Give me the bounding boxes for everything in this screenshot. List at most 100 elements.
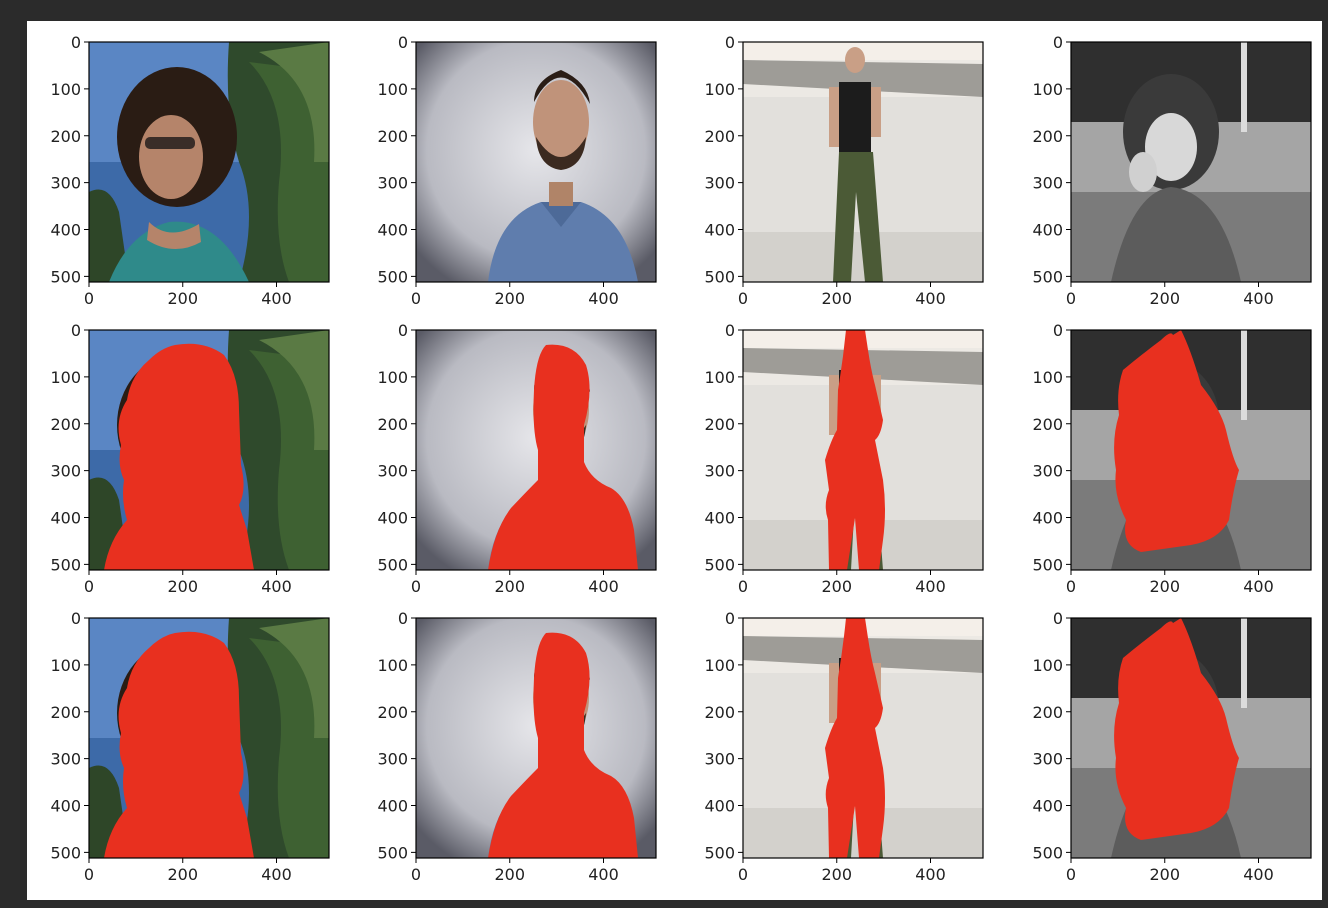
y-tick-label: 300 [50, 750, 81, 769]
x-tick-label: 200 [821, 577, 852, 596]
axes-frame [88, 617, 330, 859]
x-tick-label: 200 [821, 865, 852, 884]
y-tick-label: 0 [71, 609, 81, 628]
y-tick-label: 500 [50, 267, 81, 286]
y-tick-label: 500 [704, 843, 735, 862]
x-tick-label: 0 [1066, 865, 1076, 884]
x-tick-label: 0 [84, 289, 94, 308]
y-tick-label: 300 [377, 750, 408, 769]
axes-frame [742, 41, 984, 283]
y-tick-label: 100 [1032, 80, 1063, 99]
x-tick-label: 400 [1243, 577, 1274, 596]
y-tick-label: 500 [377, 843, 408, 862]
x-tick-label: 200 [1149, 865, 1180, 884]
y-tick-label: 100 [1032, 656, 1063, 675]
subplot-r1-c2: 0 200 400 0 100 200 300 400 500 [377, 33, 657, 308]
y-tick-label: 300 [377, 174, 408, 193]
x-tick-label: 0 [1066, 289, 1076, 308]
x-tick-label: 400 [915, 865, 946, 884]
photo-image [89, 42, 329, 282]
y-tick-label: 100 [704, 80, 735, 99]
y-tick-label: 400 [704, 221, 735, 240]
y-tick-label: 0 [71, 321, 81, 340]
x-tick-label: 400 [1243, 865, 1274, 884]
x-tick-label: 200 [1149, 289, 1180, 308]
y-tick-label: 200 [50, 415, 81, 434]
y-tick-label: 500 [50, 843, 81, 862]
y-tick-label: 100 [50, 656, 81, 675]
y-tick-label: 100 [377, 368, 408, 387]
y-tick-label: 400 [1032, 797, 1063, 816]
axes-frame [415, 617, 657, 859]
y-tick-label: 300 [1032, 174, 1063, 193]
photo-image [1071, 42, 1311, 282]
y-tick-label: 400 [50, 797, 81, 816]
x-tick-label: 200 [494, 289, 525, 308]
y-tick-label: 300 [377, 462, 408, 481]
y-tick-label: 200 [377, 415, 408, 434]
figure-canvas: 0 200 400 0 100 200 300 400 500 0 200 400 0 100 200 300… [27, 21, 1322, 900]
x-tick-label: 0 [738, 577, 748, 596]
y-tick-label: 500 [1032, 267, 1063, 286]
axes-frame [1070, 329, 1312, 571]
y-tick-label: 500 [1032, 555, 1063, 574]
x-tick-label: 200 [821, 289, 852, 308]
y-tick-label: 100 [1032, 368, 1063, 387]
axes-frame [88, 41, 330, 283]
y-tick-label: 400 [377, 509, 408, 528]
x-tick-label: 0 [411, 865, 421, 884]
x-tick-label: 400 [915, 577, 946, 596]
x-tick-label: 200 [167, 577, 198, 596]
subplot-r1-c1: 0 200 400 0 100 200 300 400 500 [50, 33, 330, 308]
x-tick-label: 0 [738, 289, 748, 308]
x-tick-label: 400 [588, 577, 619, 596]
y-tick-label: 200 [704, 415, 735, 434]
y-tick-label: 400 [377, 797, 408, 816]
y-tick-label: 0 [1053, 33, 1063, 52]
y-tick-label: 300 [50, 174, 81, 193]
x-tick-label: 200 [167, 289, 198, 308]
axes-frame [415, 41, 657, 283]
subplot-r3-c2: 0 200 400 0 100 200 300 400 500 [377, 609, 657, 884]
subplot-r2-c2: 0 200 400 0 100 200 300 400 500 [377, 321, 657, 596]
x-tick-label: 400 [1243, 289, 1274, 308]
x-tick-label: 0 [738, 865, 748, 884]
y-tick-label: 300 [1032, 462, 1063, 481]
x-tick-label: 200 [494, 865, 525, 884]
y-tick-label: 0 [725, 609, 735, 628]
y-tick-label: 200 [1032, 703, 1063, 722]
axes-frame [1070, 617, 1312, 859]
y-tick-label: 200 [50, 703, 81, 722]
y-tick-label: 500 [704, 267, 735, 286]
y-tick-label: 300 [704, 174, 735, 193]
y-tick-label: 300 [704, 462, 735, 481]
subplot-r1-c4: 0 200 400 0 100 200 300 400 500 [1032, 33, 1312, 308]
y-tick-label: 100 [377, 656, 408, 675]
subplot-r2-c4: 0 200 400 0 100 200 300 400 500 [1032, 321, 1312, 596]
y-tick-label: 500 [704, 555, 735, 574]
y-tick-label: 200 [704, 127, 735, 146]
y-tick-label: 500 [1032, 843, 1063, 862]
axes-frame [742, 617, 984, 859]
y-tick-label: 100 [377, 80, 408, 99]
y-tick-label: 200 [704, 703, 735, 722]
photo-image [743, 42, 983, 282]
y-tick-label: 200 [377, 127, 408, 146]
x-tick-label: 400 [261, 865, 292, 884]
y-tick-label: 200 [1032, 415, 1063, 434]
subplot-r2-c3: 0 200 400 0 100 200 300 400 500 [704, 321, 984, 596]
x-tick-label: 0 [411, 577, 421, 596]
y-tick-label: 0 [1053, 609, 1063, 628]
subplot-r3-c4: 0 200 400 0 100 200 300 400 500 [1032, 609, 1312, 884]
y-tick-label: 400 [377, 221, 408, 240]
axes-frame [1070, 41, 1312, 283]
photo-image [416, 42, 656, 282]
y-tick-label: 100 [50, 80, 81, 99]
y-tick-label: 500 [377, 555, 408, 574]
y-tick-label: 400 [704, 797, 735, 816]
y-tick-label: 100 [704, 368, 735, 387]
x-tick-label: 200 [494, 577, 525, 596]
x-tick-label: 400 [915, 289, 946, 308]
y-tick-label: 0 [725, 33, 735, 52]
